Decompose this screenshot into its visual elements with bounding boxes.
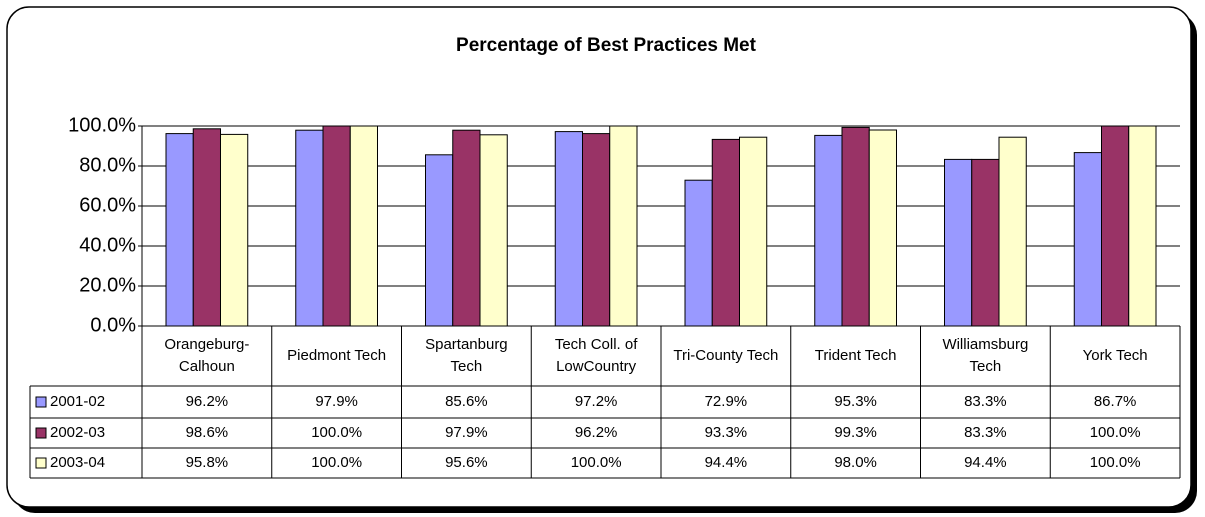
y-tick-label: 60.0% — [79, 194, 136, 216]
bar — [1073, 152, 1103, 327]
bar — [998, 136, 1027, 327]
x-tick-label: Piedmont Tech — [287, 347, 387, 364]
legend-label: 2002-03 — [50, 424, 105, 441]
value-label: 99.3% — [834, 424, 877, 441]
bar — [479, 134, 508, 327]
bar — [971, 158, 1000, 327]
bar — [711, 138, 740, 327]
value-label: 98.6% — [186, 424, 229, 441]
x-tick-label: Tech Coll. of LowCountry — [554, 336, 638, 375]
category-cell: Williamsburg Tech — [942, 336, 1029, 375]
x-tick-label: Spartanburg Tech — [425, 336, 508, 375]
bar — [868, 129, 897, 327]
bar — [1128, 125, 1157, 327]
value-label: 97.2% — [575, 393, 618, 410]
bar — [322, 125, 351, 327]
x-tick-label: Williamsburg Tech — [942, 336, 1029, 375]
value-label: 100.0% — [1090, 424, 1141, 441]
y-tick-label: 80.0% — [79, 154, 136, 176]
value-label: 95.6% — [445, 454, 488, 471]
bar — [425, 154, 454, 327]
bar — [944, 158, 973, 327]
bar — [582, 133, 611, 327]
y-tick-label: 40.0% — [79, 234, 136, 256]
category-cell: Orangeburg-Calhoun — [164, 336, 250, 375]
chart-title: Percentage of Best Practices Met — [456, 35, 757, 56]
value-label: 100.0% — [311, 424, 362, 441]
bar — [738, 136, 768, 327]
value-label: 83.3% — [964, 393, 1007, 410]
x-tick-label: Trident Tech — [814, 347, 897, 364]
x-tick-label: Orangeburg-Calhoun — [164, 336, 250, 375]
category-cell: Piedmont Tech — [287, 347, 387, 364]
y-tick-label: 100.0% — [68, 114, 136, 136]
x-tick-label: Tri-County Tech — [673, 347, 779, 364]
y-tick-label: 20.0% — [79, 274, 136, 296]
bar — [295, 129, 324, 327]
value-label: 93.3% — [705, 424, 748, 441]
bar — [1101, 125, 1130, 327]
value-label: 95.3% — [834, 393, 877, 410]
bar — [349, 125, 378, 327]
value-label: 86.7% — [1094, 393, 1137, 410]
bar — [554, 131, 584, 327]
bar — [165, 133, 194, 327]
y-tick-label: 0.0% — [90, 314, 136, 336]
value-label: 94.4% — [964, 454, 1007, 471]
category-cell: Spartanburg Tech — [425, 336, 508, 375]
bar — [219, 133, 249, 327]
category-cell: Tech Coll. of LowCountry — [554, 336, 638, 375]
value-label: 95.8% — [186, 454, 229, 471]
legend-label: 2003-04 — [50, 454, 105, 471]
bar — [609, 125, 638, 327]
value-label: 100.0% — [571, 454, 622, 471]
value-label: 94.4% — [705, 454, 748, 471]
value-label: 96.2% — [575, 424, 618, 441]
category-cell: Trident Tech — [814, 347, 897, 364]
category-cell: York Tech — [1082, 347, 1148, 364]
value-label: 72.9% — [705, 393, 748, 410]
legend-label: 2001-02 — [50, 393, 105, 410]
value-label: 100.0% — [1090, 454, 1141, 471]
value-label: 83.3% — [964, 424, 1007, 441]
bar — [452, 129, 481, 327]
value-label: 85.6% — [445, 393, 488, 410]
legend-key — [35, 457, 47, 469]
value-label: 100.0% — [311, 454, 362, 471]
value-label: 97.9% — [445, 424, 488, 441]
bar — [841, 126, 870, 327]
bar — [684, 179, 713, 327]
bar — [814, 134, 843, 327]
value-label: 98.0% — [834, 454, 877, 471]
legend-key — [35, 396, 47, 408]
category-cell: Tri-County Tech — [673, 347, 779, 364]
value-label: 97.9% — [315, 393, 358, 410]
legend-key — [35, 427, 47, 439]
x-tick-label: York Tech — [1082, 347, 1148, 364]
bar — [192, 128, 221, 327]
value-label: 96.2% — [186, 393, 229, 410]
